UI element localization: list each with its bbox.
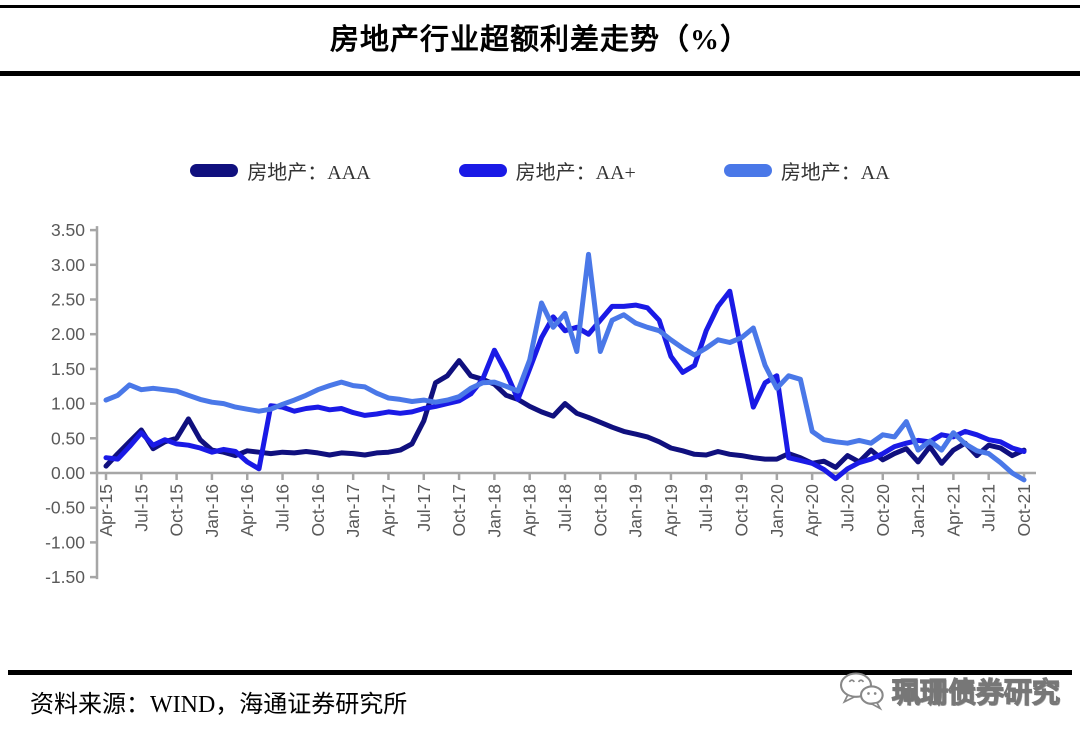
legend-swatch-aaa bbox=[190, 164, 239, 177]
series-line-AAA bbox=[103, 358, 1027, 470]
y-tick-label: 0.00 bbox=[51, 463, 85, 483]
series-line-AA+ bbox=[103, 288, 1027, 482]
x-tick-label: Oct-21 bbox=[1014, 484, 1034, 537]
x-tick-label: Jan-16 bbox=[202, 484, 222, 538]
legend-item-aa: 房地产：AA bbox=[723, 156, 890, 185]
x-tick-label: Apr-18 bbox=[520, 484, 540, 537]
legend-label-aaplus: 房地产：AA+ bbox=[515, 162, 636, 184]
x-tick-label: Jul-15 bbox=[131, 484, 151, 532]
x-tick-label: Apr-19 bbox=[661, 484, 681, 537]
series-line-AA bbox=[103, 251, 1027, 483]
legend-swatch-aa bbox=[723, 164, 772, 177]
legend-label-aaa: 房地产：AAA bbox=[247, 162, 371, 184]
wechat-icon bbox=[839, 672, 884, 711]
legend-swatch-aaplus bbox=[458, 164, 507, 177]
x-tick-label: Apr-17 bbox=[378, 484, 398, 537]
x-tick-label: Jul-18 bbox=[555, 484, 575, 532]
x-tick-label: Apr-15 bbox=[96, 484, 116, 537]
x-tick-label: Oct-19 bbox=[732, 484, 752, 537]
x-tick-label: Jul-21 bbox=[979, 484, 999, 532]
y-tick-label: 3.50 bbox=[51, 220, 85, 240]
y-tick-label: 1.00 bbox=[51, 394, 85, 414]
brand-watermark: 珮珊债券研究 bbox=[836, 666, 1080, 716]
x-tick-label: Apr-16 bbox=[237, 484, 257, 537]
x-tick-label: Oct-20 bbox=[873, 484, 893, 537]
x-tick-label: Jan-19 bbox=[626, 484, 646, 538]
x-tick-label: Jul-16 bbox=[273, 484, 293, 532]
y-tick-label: 0.50 bbox=[51, 428, 85, 448]
x-tick-label: Jan-17 bbox=[343, 484, 363, 538]
x-tick-label: Apr-20 bbox=[802, 484, 822, 537]
source-note: 资料来源：WIND，海通证券研究所 bbox=[30, 692, 408, 718]
y-tick-label: 2.00 bbox=[51, 324, 85, 344]
x-tick-label: Jul-17 bbox=[414, 484, 434, 532]
y-tick-label: 3.00 bbox=[51, 255, 85, 275]
x-tick-label: Jan-21 bbox=[908, 484, 928, 538]
x-tick-label: Apr-21 bbox=[943, 484, 963, 537]
legend-item-aaplus: 房地产：AA+ bbox=[458, 156, 636, 185]
legend-item-aaa: 房地产：AAA bbox=[190, 156, 371, 185]
x-tick-label: Jul-19 bbox=[696, 484, 716, 532]
chart-title: 房地产行业超额利差走势（%） bbox=[329, 24, 750, 56]
y-tick-label: -1.50 bbox=[45, 567, 85, 587]
spread-trend-line-chart: 3.50 3.00 2.50 2.00 1.50 1.00 0.50 0.00 -0.50 -1.… bbox=[45, 220, 1036, 587]
x-tick-label: Jan-18 bbox=[484, 484, 504, 538]
y-tick-label: -1.00 bbox=[45, 532, 85, 552]
x-tick-label: Oct-16 bbox=[308, 484, 328, 537]
x-tick-label: Jan-20 bbox=[767, 484, 787, 538]
top-thin-rule bbox=[0, 5, 1080, 8]
y-tick-label: -0.50 bbox=[45, 498, 85, 518]
x-tick-label: Oct-15 bbox=[167, 484, 187, 537]
watermark-text: 珮珊债券研究 bbox=[891, 677, 1061, 709]
y-tick-label: 1.50 bbox=[51, 359, 85, 379]
x-tick-label: Oct-18 bbox=[590, 484, 610, 537]
chart-legend: 房地产：AAA 房地产：AA+ 房地产：AA bbox=[30, 156, 1050, 185]
x-tick-label: Oct-17 bbox=[449, 484, 469, 537]
y-tick-label: 2.50 bbox=[51, 290, 85, 310]
legend-label-aa: 房地产：AA bbox=[780, 162, 890, 184]
footer-rule bbox=[8, 670, 1072, 675]
x-tick-label: Jul-20 bbox=[837, 484, 857, 532]
title-underline-rule bbox=[0, 71, 1080, 76]
